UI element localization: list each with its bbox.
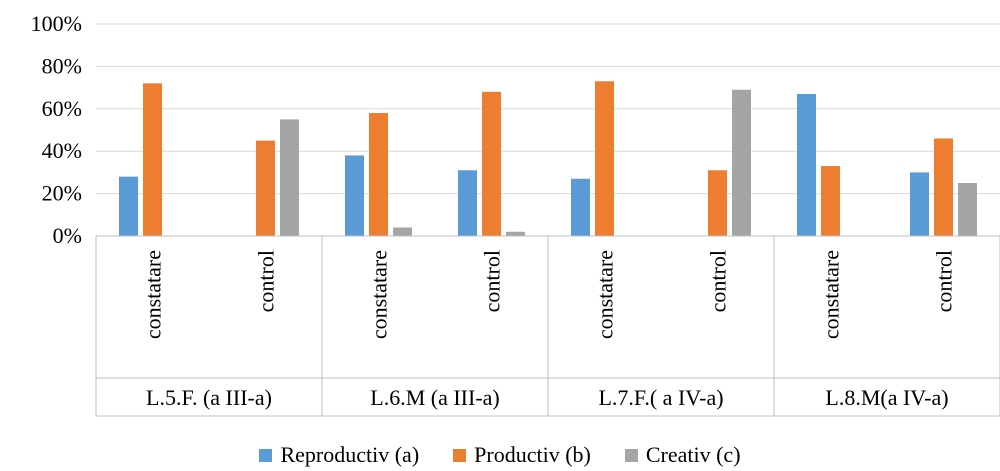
- y-tick-label: 100%: [31, 11, 82, 36]
- bar-2-7: [821, 166, 840, 236]
- bar-3-8: [958, 183, 977, 236]
- category-label: control: [254, 250, 279, 312]
- group-label: L.6.M (a III-a): [370, 385, 500, 410]
- category-label: constatare: [141, 250, 166, 339]
- bar-2-6: [708, 170, 727, 236]
- bar-2-2: [256, 140, 275, 236]
- y-tick-label: 60%: [42, 96, 82, 121]
- legend-swatch: [624, 448, 638, 462]
- bar-chart: 0%20%40%60%80%100% constatare control cons…: [31, 11, 1000, 417]
- bar-2-3: [369, 113, 388, 236]
- y-tick-label: 40%: [42, 138, 82, 163]
- bar-2-8: [934, 138, 953, 236]
- legend-swatch: [453, 448, 467, 462]
- category-label: control: [706, 250, 731, 312]
- bar-1-7: [797, 93, 816, 237]
- y-tick-label: 80%: [42, 53, 82, 78]
- gridlines: [96, 23, 1000, 195]
- bar-1-3: [345, 155, 364, 236]
- y-tick-label: 20%: [42, 181, 82, 206]
- legend-item-reproductiv: Reproductiv (a): [259, 442, 419, 468]
- category-label: constatare: [367, 250, 392, 339]
- bar-1-5: [571, 178, 590, 236]
- bar-2-4: [482, 91, 501, 236]
- group-label: L.5.F. (a III-a): [146, 385, 272, 410]
- legend-label: Creativ (c): [645, 442, 741, 467]
- y-axis: 0% 20% 40% 60% 80% 100%: [31, 11, 82, 248]
- bar-1-4: [458, 170, 477, 236]
- bar-3-6: [732, 89, 751, 236]
- legend-swatch: [259, 448, 273, 462]
- bar-3-2: [280, 119, 299, 236]
- bar-3-3: [393, 227, 412, 236]
- legend-label: Productiv (b): [474, 442, 591, 467]
- legend-item-creativ: Creativ (c): [624, 442, 741, 468]
- category-label: control: [480, 250, 505, 312]
- x-axis: constatare control constatare control consta…: [95, 235, 1000, 417]
- category-label: constatare: [593, 250, 618, 339]
- bar-2-1: [143, 83, 162, 236]
- y-tick-label: 0%: [53, 223, 82, 248]
- group-label: L.7.F.( a IV-a): [598, 385, 723, 410]
- bar-2-5: [595, 81, 614, 237]
- category-label: constatare: [819, 250, 844, 339]
- bars: [119, 81, 977, 237]
- bar-3-4: [506, 231, 525, 236]
- category-label: control: [932, 250, 957, 312]
- legend-item-productiv: Productiv (b): [453, 442, 591, 468]
- legend: Reproductiv (a) Productiv (b) Creativ (c…: [0, 442, 1000, 468]
- bar-1-8: [910, 172, 929, 236]
- legend-label: Reproductiv (a): [280, 442, 420, 467]
- group-label: L.8.M(a IV-a): [825, 385, 948, 410]
- bar-1-1: [119, 176, 138, 236]
